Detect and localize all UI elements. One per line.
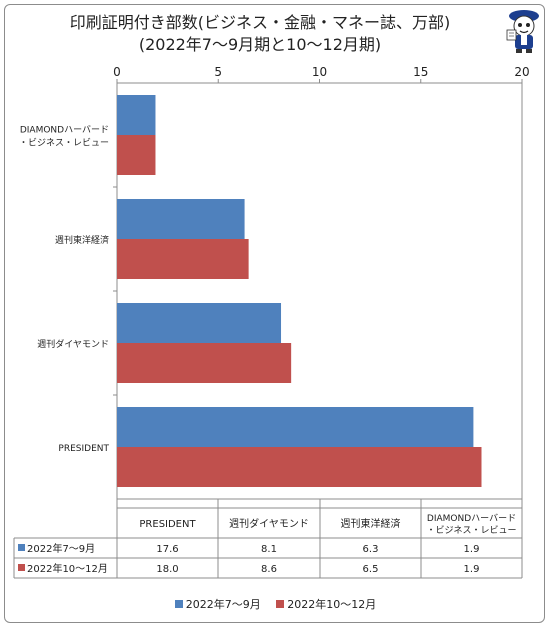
x-tick-label: 10 (312, 65, 327, 79)
table-header: 週刊東洋経済 (341, 517, 401, 530)
table-header: 週刊ダイヤモンド (229, 517, 309, 530)
x-tick-label: 15 (413, 65, 428, 79)
legend-swatch-series2 (276, 600, 285, 608)
table-cell: 6.5 (363, 564, 379, 575)
legend-label-series2: 2022年10～12月 (287, 598, 377, 611)
mascot-character-icon (506, 10, 539, 53)
category-label: 週刊ダイヤモンド (37, 338, 109, 350)
bar-1-3 (117, 303, 282, 343)
table-row-swatch (18, 544, 25, 551)
table-row-swatch (18, 564, 25, 571)
bar-1-1 (117, 95, 156, 135)
legend-swatch-series1 (174, 600, 183, 608)
bar-2-2 (117, 239, 249, 279)
x-tick-label: 0 (113, 65, 121, 79)
table-cell: 1.9 (464, 544, 480, 555)
table-cell: 8.1 (261, 544, 277, 555)
table-header: PRESIDENT (139, 519, 196, 530)
bar-2-1 (117, 135, 156, 175)
category-label: DIAMONDハーバード (20, 125, 109, 136)
table-row-label: 2022年7～9月 (27, 542, 95, 555)
chart-title-line1: 印刷証明付き部数(ビジネス・金融・マネー誌、万部) (69, 13, 451, 32)
category-label: PRESIDENT (58, 444, 109, 454)
legend-item-series1: 2022年7～9月 (174, 596, 261, 612)
table-cell: 8.6 (261, 564, 277, 575)
legend-label-series1: 2022年7～9月 (185, 598, 261, 611)
category-label: 週刊東洋経済 (55, 234, 109, 246)
table-header: DIAMONDハーバード (427, 513, 516, 524)
legend-item-series2: 2022年10～12月 (276, 596, 376, 612)
x-tick-label: 5 (214, 65, 222, 79)
bar-2-4 (117, 447, 482, 487)
chart-title: 印刷証明付き部数(ビジネス・金融・マネー誌、万部) (2022年7～9月期と10… (40, 12, 480, 56)
bar-1-4 (117, 407, 474, 447)
category-label: ・ビジネス・レビュー (19, 138, 109, 149)
chart-legend: 2022年7～9月 2022年10～12月 (0, 596, 551, 612)
table-cell: 1.9 (464, 564, 480, 575)
table-cell: 17.6 (156, 544, 178, 555)
x-tick-label: 20 (514, 65, 529, 79)
table-cell: 6.3 (363, 544, 379, 555)
table-row-label: 2022年10～12月 (27, 562, 108, 575)
bar-2-3 (117, 343, 292, 383)
chart-title-line2: (2022年7～9月期と10～12月期) (138, 35, 382, 54)
bar-1-2 (117, 199, 245, 239)
table-header: ・ビジネス・レビュー (426, 525, 516, 536)
table-cell: 18.0 (156, 564, 178, 575)
